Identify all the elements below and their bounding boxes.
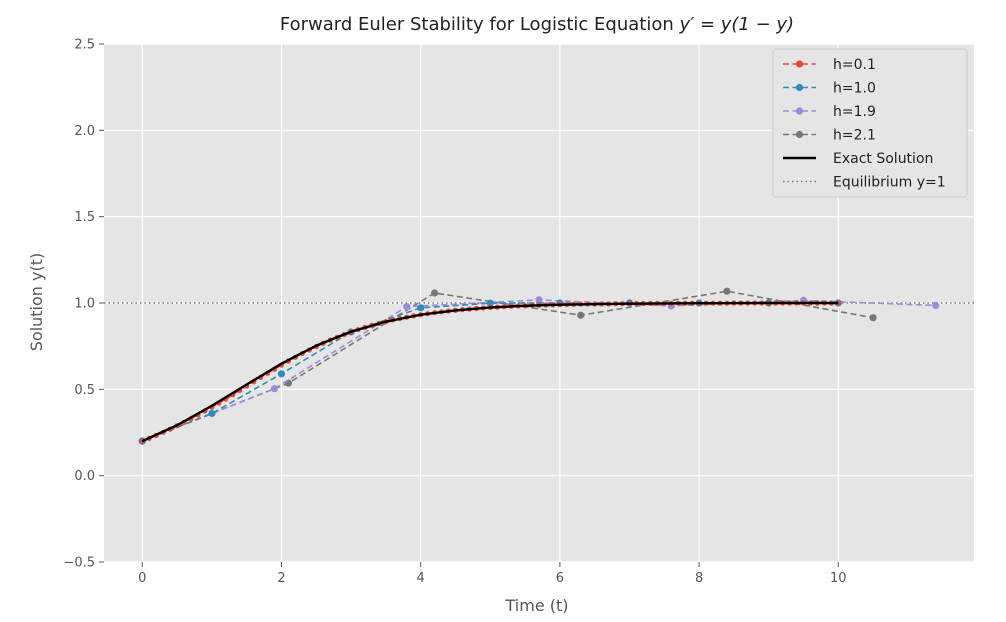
legend: h=0.1 h=1.0 h=1.9 h=2.1 Exact Solution Equili…: [772, 48, 968, 198]
data-point: [208, 409, 216, 418]
legend-swatch-marker: [795, 60, 804, 68]
data-point: [417, 304, 425, 312]
legend-entry: Exact Solution: [783, 151, 933, 167]
x-tick-label: 4: [417, 571, 425, 586]
legend-swatch-marker: [795, 107, 804, 115]
x-tick-label: 0: [138, 571, 146, 586]
axis-ticks: 0 2 4 6 8 10 −0.5 0.0 0.5 1.0 1.5 2.0 2.5: [63, 38, 846, 587]
data-point: [284, 379, 293, 387]
data-point: [869, 314, 877, 322]
y-tick-label: 1.0: [74, 297, 95, 312]
series-line: [141, 290, 874, 442]
x-tick-label: 10: [830, 571, 847, 586]
legend-label: h=1.0: [833, 81, 876, 97]
x-tick-label: 2: [277, 571, 285, 586]
data-point: [270, 385, 279, 393]
legend-label: Equilibrium y=1: [833, 175, 946, 191]
legend-entry: h=0.1: [783, 57, 876, 73]
chart-title: Forward Euler Stability for Logistic Equ…: [280, 14, 794, 35]
y-tick-label: 0.0: [74, 469, 95, 484]
exact-solution-line: [141, 301, 839, 443]
data-point: [577, 311, 585, 319]
y-tick-label: 0.5: [74, 383, 95, 398]
legend-swatch-marker: [795, 83, 804, 92]
series-layer: [138, 287, 940, 445]
legend-entry: h=1.0: [783, 81, 876, 97]
y-axis-label: Solution y(t): [27, 253, 46, 352]
x-axis-label: Time (t): [505, 596, 569, 615]
x-tick-label: 8: [695, 571, 703, 586]
legend-entry: h=1.9: [783, 104, 876, 120]
y-tick-label: 2.5: [74, 38, 95, 53]
y-tick-label: 2.0: [74, 124, 95, 139]
legend-box: [772, 48, 968, 198]
data-point: [723, 287, 731, 295]
title-math: y′ = y(1 − y): [678, 14, 794, 35]
legend-entry: h=2.1: [783, 128, 876, 144]
y-tick-label: 1.5: [74, 210, 95, 225]
legend-label: h=1.9: [833, 104, 876, 120]
title-prefix: Forward Euler Stability for Logistic Equ…: [280, 14, 680, 35]
data-point: [486, 299, 494, 307]
y-tick-label: −0.5: [63, 556, 95, 571]
data-point: [535, 296, 543, 304]
legend-label: Exact Solution: [833, 151, 933, 167]
data-point: [932, 301, 940, 310]
legend-label: h=0.1: [833, 57, 876, 73]
x-tick-label: 6: [556, 571, 564, 586]
data-point: [277, 370, 286, 378]
legend-label: h=2.1: [833, 128, 876, 144]
legend-entry: Equilibrium y=1: [783, 175, 946, 191]
data-point: [403, 303, 411, 311]
legend-swatch-marker: [795, 130, 804, 139]
data-point: [431, 289, 439, 297]
